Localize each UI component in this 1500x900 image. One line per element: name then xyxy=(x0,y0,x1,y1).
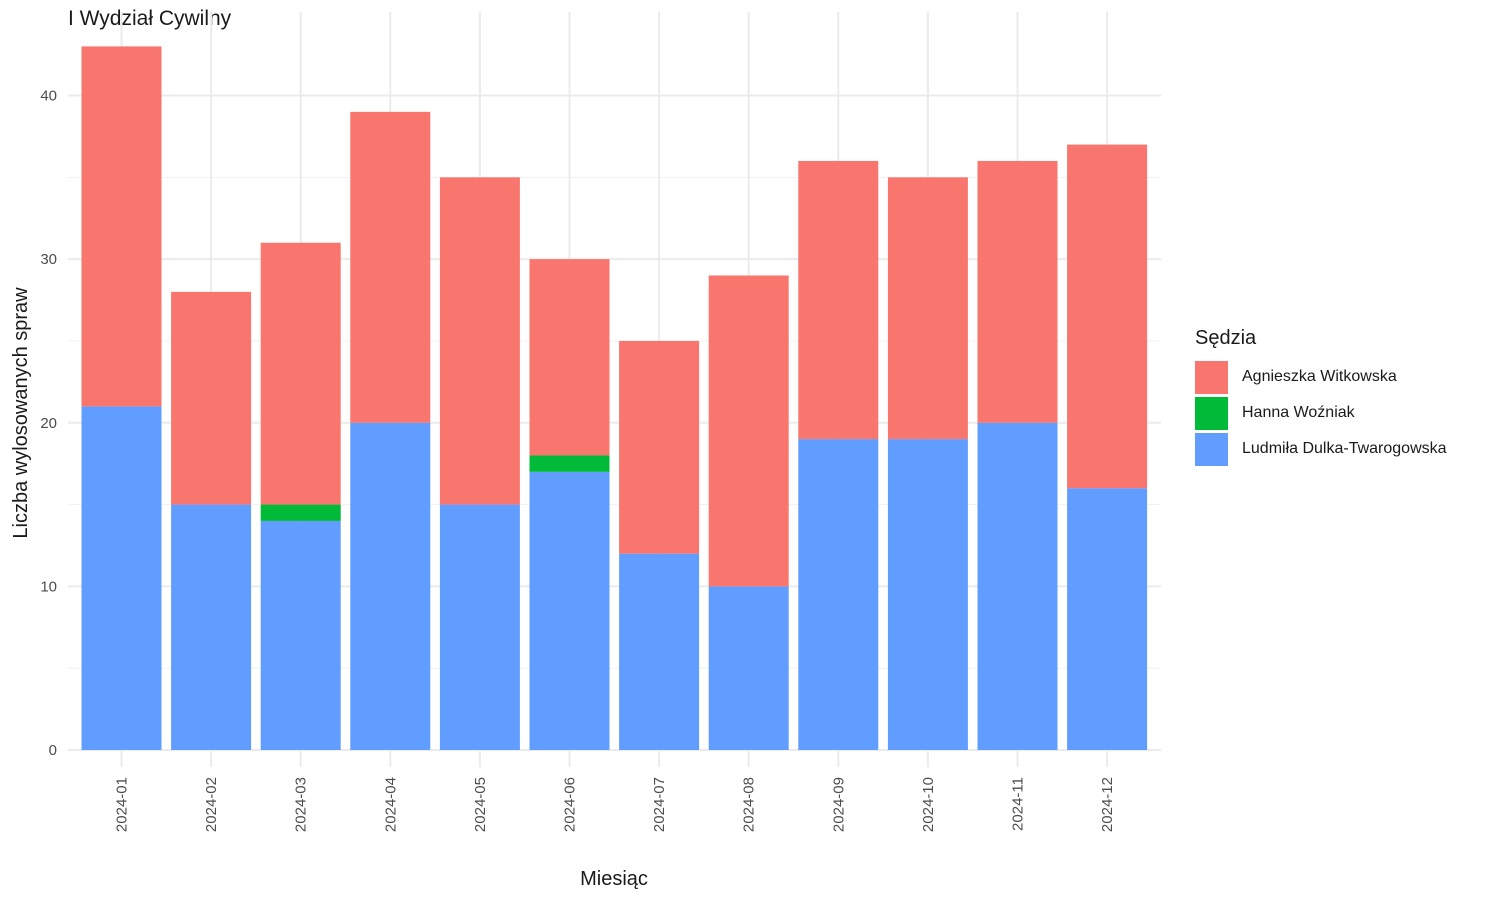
x-tick-label: 2024-07 xyxy=(651,777,668,832)
legend-item: Agnieszka Witkowska xyxy=(1195,359,1447,395)
legend-swatch xyxy=(1195,360,1228,394)
x-tick-label: 2024-02 xyxy=(203,777,220,832)
bar-segment xyxy=(439,504,520,750)
legend: Sędzia Agnieszka Witkowska Hanna Woźniak L… xyxy=(1195,327,1447,467)
x-tick-label: 2024-06 xyxy=(562,777,579,832)
bar-segment xyxy=(619,340,700,554)
x-ticks: 2024-01 2024-02 2024-03 2024-04 2024-05 2024-… xyxy=(114,777,1117,832)
x-tick-label: 2024-01 xyxy=(114,777,131,832)
bar-segment xyxy=(977,422,1058,750)
legend-title: Sędzia xyxy=(1195,327,1257,349)
y-tick-label: 20 xyxy=(40,415,57,432)
legend-swatch xyxy=(1195,396,1228,430)
y-tick-label: 10 xyxy=(40,578,57,595)
chart-title: I Wydział Cywilny xyxy=(68,7,232,30)
bar-segment xyxy=(708,275,789,587)
bar-segment xyxy=(529,259,610,456)
bar-segment xyxy=(171,504,252,750)
legend-item: Hanna Woźniak xyxy=(1195,395,1447,431)
x-tick-label: 2024-03 xyxy=(293,777,310,832)
bar-segment xyxy=(260,504,341,521)
x-tick-label: 2024-09 xyxy=(830,777,847,832)
bar-segment xyxy=(439,177,520,505)
y-ticks: 0 10 20 30 40 xyxy=(40,88,57,760)
legend-swatch xyxy=(1195,432,1228,466)
bar-segment xyxy=(529,471,610,750)
bar-segment xyxy=(81,46,162,407)
x-tick-label: 2024-05 xyxy=(472,777,489,832)
bar-segment xyxy=(887,439,968,750)
bar-segment xyxy=(260,520,341,750)
bars xyxy=(81,46,1148,750)
y-tick-label: 30 xyxy=(40,251,57,268)
bar-segment xyxy=(529,455,610,472)
bar-segment xyxy=(708,586,789,750)
legend-items: Agnieszka Witkowska Hanna Woźniak Ludmiła … xyxy=(1195,359,1447,467)
bar-segment xyxy=(81,406,162,750)
x-tick-label: 2024-11 xyxy=(1010,777,1027,831)
bar-segment xyxy=(977,160,1058,423)
legend-label: Hanna Woźniak xyxy=(1242,404,1355,421)
bar-segment xyxy=(1067,488,1148,750)
legend-label: Ludmiła Dulka-Twarogowska xyxy=(1242,440,1447,457)
y-tick-label: 40 xyxy=(40,88,57,105)
bar-segment xyxy=(798,439,879,750)
y-axis-title: Liczba wylosowanych spraw xyxy=(10,287,32,539)
bar-segment xyxy=(171,291,252,505)
bar-segment xyxy=(798,160,879,440)
bar-segment xyxy=(887,177,968,440)
bar-segment xyxy=(260,242,341,505)
x-tick-label: 2024-04 xyxy=(382,777,399,832)
bar-segment xyxy=(619,553,700,750)
bar-segment xyxy=(1067,144,1148,489)
x-tick-label: 2024-08 xyxy=(741,777,758,832)
legend-item: Ludmiła Dulka-Twarogowska xyxy=(1195,431,1447,467)
bar-segment xyxy=(350,111,431,423)
y-tick-label: 0 xyxy=(49,742,57,759)
x-tick-label: 2024-10 xyxy=(920,777,937,832)
x-tick-label: 2024-12 xyxy=(1099,777,1116,832)
x-axis-title: Miesiąc xyxy=(580,868,648,890)
bar-segment xyxy=(350,422,431,750)
legend-label: Agnieszka Witkowska xyxy=(1242,368,1397,385)
